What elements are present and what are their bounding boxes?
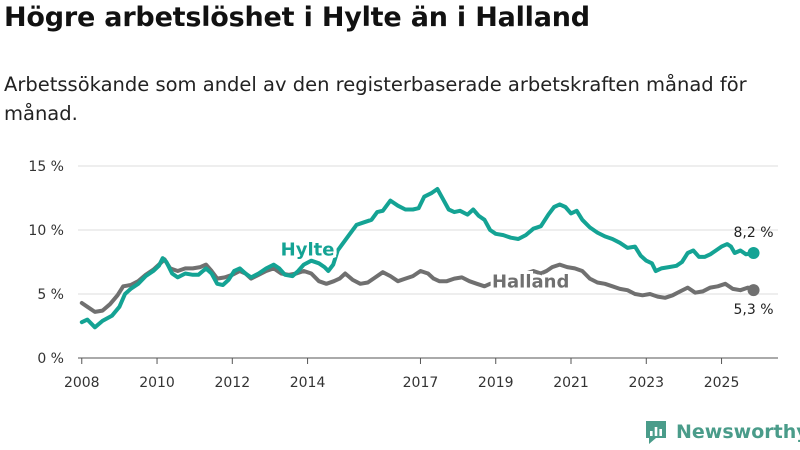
series-label-hylte: Hylte — [281, 240, 335, 261]
x-tick-label-2023: 2023 — [628, 375, 664, 391]
series-label-halland: Halland — [492, 272, 569, 293]
newsworthy-logo-icon — [646, 421, 666, 444]
x-tick-label-2025: 2025 — [704, 375, 740, 391]
y-tick-label-5: 5 % — [37, 287, 64, 303]
chart-title: Högre arbetslöshet i Hylte än i Halland — [4, 2, 590, 33]
brand-name: Newsworthy — [676, 421, 800, 443]
y-tick-label-10: 10 % — [28, 223, 64, 239]
x-tick-label-2017: 2017 — [403, 375, 439, 391]
end-label-halland: 5,3 % — [734, 302, 774, 318]
brand: Newsworthy — [644, 418, 800, 446]
x-tick-label-2010: 2010 — [139, 375, 175, 391]
x-tick-label-2008: 2008 — [64, 375, 100, 391]
end-label-hylte: 8,2 % — [734, 225, 774, 241]
series-line-hylte — [79, 187, 756, 330]
y-tick-label-0: 0 % — [37, 351, 64, 367]
series-line-halland — [79, 257, 756, 314]
x-tick-label-2014: 2014 — [290, 375, 326, 391]
y-tick-label-15: 15 % — [28, 159, 64, 175]
end-point-hylte — [747, 247, 760, 260]
end-point-halland — [747, 284, 760, 297]
x-tick-label-2021: 2021 — [553, 375, 589, 391]
chart-subtitle: Arbetssökande som andel av den registerb… — [4, 73, 747, 125]
x-tick-label-2012: 2012 — [214, 375, 250, 391]
x-tick-label-2019: 2019 — [478, 375, 514, 391]
